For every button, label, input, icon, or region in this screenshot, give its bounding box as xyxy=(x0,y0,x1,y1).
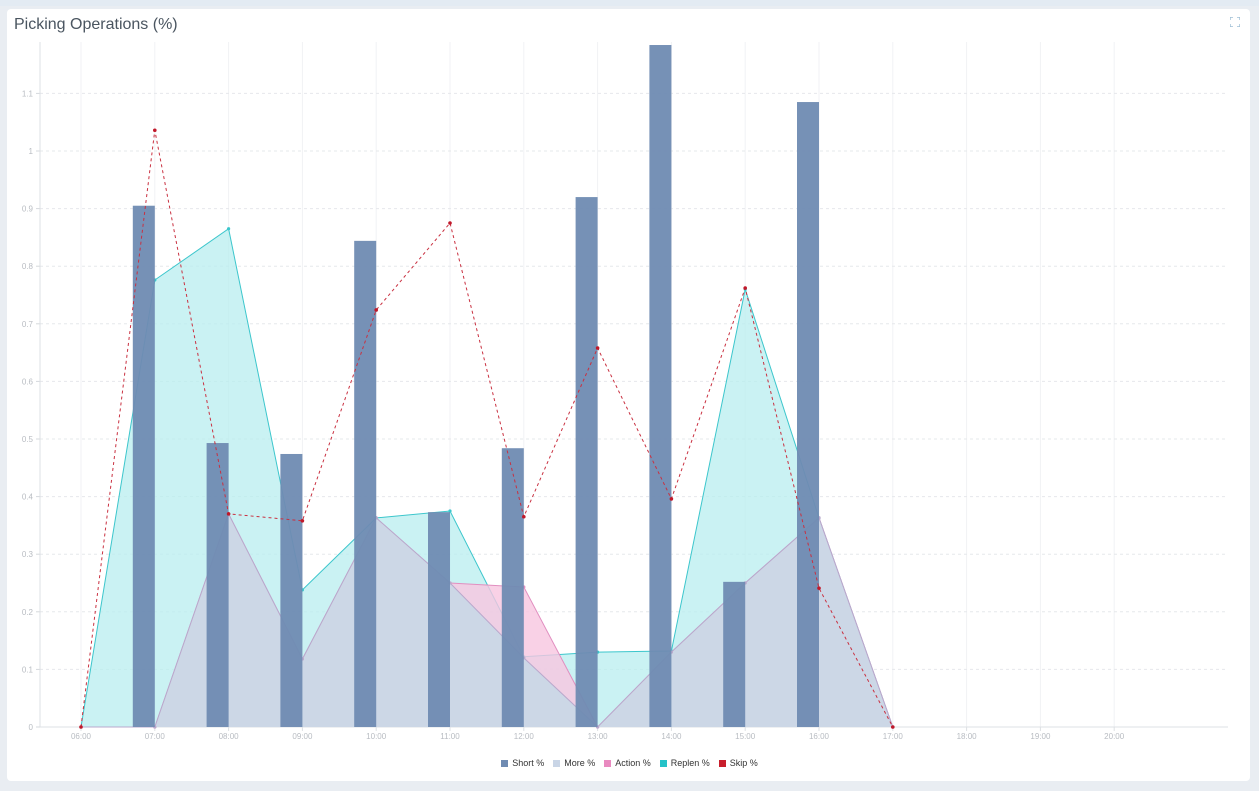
y-tick-label: 0.2 xyxy=(22,608,34,617)
legend-item-replen[interactable]: Replen % xyxy=(659,758,710,768)
y-tick-label: 1.1 xyxy=(22,89,34,98)
y-tick-label: 1 xyxy=(29,147,34,156)
legend-swatch-icon xyxy=(659,759,667,767)
x-tick-label: 08:00 xyxy=(219,732,240,741)
short-bar[interactable] xyxy=(206,443,229,727)
skip-series-point[interactable] xyxy=(522,514,526,519)
y-tick-label: 0.4 xyxy=(22,493,34,502)
legend-label: Short % xyxy=(512,758,545,768)
legend-label: Action % xyxy=(615,758,651,768)
replen-series-point[interactable] xyxy=(448,509,452,513)
x-tick-label: 06:00 xyxy=(71,732,92,741)
legend-item-skip[interactable]: Skip % xyxy=(718,758,758,768)
x-tick-label: 09:00 xyxy=(292,732,313,741)
chart-title: Picking Operations (%) xyxy=(14,16,178,33)
x-tick-label: 15:00 xyxy=(735,732,756,741)
legend-item-short[interactable]: Short % xyxy=(501,758,544,768)
short-bar[interactable] xyxy=(501,448,524,727)
short-bar[interactable] xyxy=(575,197,598,727)
y-tick-label: 0.7 xyxy=(22,320,34,329)
skip-series-point[interactable] xyxy=(743,286,747,290)
skip-series-point[interactable] xyxy=(817,586,821,590)
chart-legend: Short % More % Action % Replen % Skip % xyxy=(0,758,1259,768)
x-tick-label: 17:00 xyxy=(883,732,904,741)
skip-series-point[interactable] xyxy=(226,512,231,516)
short-bar[interactable] xyxy=(280,453,303,727)
replen-series-point[interactable] xyxy=(227,227,231,231)
skip-series-point[interactable] xyxy=(300,518,305,523)
short-bar[interactable] xyxy=(797,102,819,728)
skip-series-point[interactable] xyxy=(79,725,83,729)
skip-series-point[interactable] xyxy=(595,346,600,350)
y-tick-label: 0 xyxy=(29,723,34,732)
skip-series-point[interactable] xyxy=(374,308,379,312)
legend-label: Skip % xyxy=(729,758,758,768)
short-bar[interactable] xyxy=(723,581,746,727)
skip-series-point[interactable] xyxy=(153,128,157,133)
short-bar[interactable] xyxy=(428,512,450,727)
skip-series-point[interactable] xyxy=(891,725,895,729)
y-tick-label: 0.3 xyxy=(22,550,34,559)
skip-series-line xyxy=(80,130,894,728)
x-tick-label: 13:00 xyxy=(588,732,609,741)
y-tick-label: 0.6 xyxy=(22,377,34,386)
x-tick-label: 10:00 xyxy=(366,732,387,741)
legend-swatch-icon xyxy=(501,759,509,767)
skip-series-point[interactable] xyxy=(448,221,452,225)
x-tick-label: 20:00 xyxy=(1104,732,1125,741)
x-tick-label: 14:00 xyxy=(661,732,682,741)
x-tick-label: 11:00 xyxy=(440,732,460,741)
short-bar[interactable] xyxy=(354,240,377,727)
legend-item-action[interactable]: Action % xyxy=(604,758,651,768)
x-tick-label: 19:00 xyxy=(1030,732,1051,741)
y-tick-label: 0.1 xyxy=(22,665,34,674)
top-bar xyxy=(0,0,1259,6)
legend-swatch-icon xyxy=(718,759,726,767)
x-tick-label: 16:00 xyxy=(809,732,830,741)
legend-swatch-icon xyxy=(553,759,561,767)
short-bar[interactable] xyxy=(649,45,672,728)
x-tick-label: 12:00 xyxy=(514,732,535,741)
legend-item-more[interactable]: More % xyxy=(553,758,595,768)
y-tick-label: 0.5 xyxy=(22,435,34,444)
skip-series-point[interactable] xyxy=(669,497,674,501)
x-tick-label: 07:00 xyxy=(145,732,166,741)
y-tick-label: 0.8 xyxy=(22,262,34,271)
y-tick-label: 0.9 xyxy=(22,205,34,214)
short-bar[interactable] xyxy=(132,205,155,728)
legend-label: Replen % xyxy=(670,758,710,768)
replen-series-line xyxy=(80,227,894,728)
x-tick-label: 18:00 xyxy=(957,732,978,741)
legend-label: More % xyxy=(564,758,596,768)
legend-swatch-icon xyxy=(604,759,612,767)
